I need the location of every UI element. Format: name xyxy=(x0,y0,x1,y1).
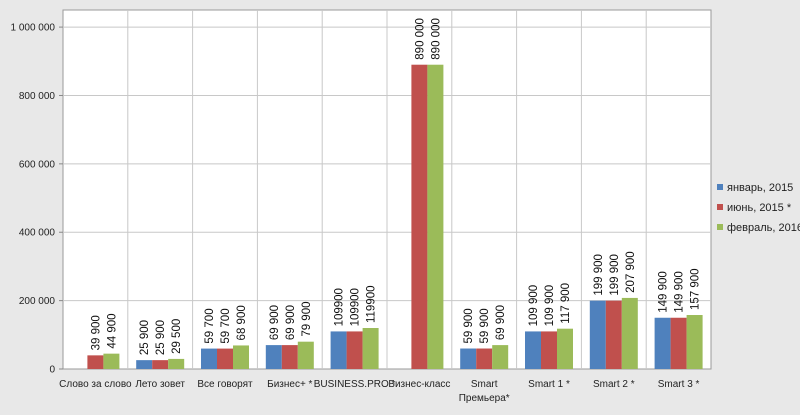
data-label: 157 900 xyxy=(690,268,702,310)
bar xyxy=(152,360,169,369)
bar xyxy=(492,345,509,369)
bar xyxy=(541,331,557,369)
bar xyxy=(136,360,153,369)
data-label: 890 000 xyxy=(414,18,426,60)
data-label: 59 700 xyxy=(204,308,216,343)
data-label: 119900 xyxy=(366,285,378,323)
bar xyxy=(557,328,573,369)
legend-label: январь, 2015 xyxy=(727,182,793,194)
data-label: 199 900 xyxy=(609,254,621,296)
data-label: 44 900 xyxy=(106,313,118,348)
data-label: 109900 xyxy=(334,288,346,326)
legend-swatch xyxy=(717,224,723,230)
legend-swatch xyxy=(717,204,723,210)
category-label: Бизнес-класс xyxy=(388,379,450,390)
data-label: 117 900 xyxy=(560,283,572,324)
y-tick-label: 0 xyxy=(49,365,55,376)
legend-swatch xyxy=(717,184,723,190)
bar xyxy=(168,358,185,369)
category-label: Бизнес+ * xyxy=(267,379,312,390)
data-label: 69 900 xyxy=(495,305,507,340)
bar xyxy=(670,317,687,369)
data-label: 68 900 xyxy=(236,305,248,340)
bar xyxy=(686,315,703,369)
data-label: 149 900 xyxy=(658,271,670,313)
x-axis: Слово за слово Лето зовет Все говорят Бизне… xyxy=(59,379,699,404)
legend: январь, 2015 июнь, 2015 * февраль, 2016 xyxy=(717,182,800,234)
category-label: Все говорят xyxy=(197,379,253,390)
bar xyxy=(297,341,314,369)
gridlines xyxy=(63,10,711,369)
bar xyxy=(411,64,428,369)
category-label: Премьера* xyxy=(459,393,510,404)
data-label: 59 900 xyxy=(479,308,491,343)
bar xyxy=(87,355,104,369)
data-label: 25 900 xyxy=(155,320,167,355)
bars: 25 900 59 700 69 900 109900 59 900 109 900 199… xyxy=(87,18,703,369)
bar xyxy=(427,64,444,369)
category-label: Слово за слово xyxy=(59,379,132,390)
data-label: 79 900 xyxy=(301,301,313,336)
category-label: Smart 2 * xyxy=(593,379,635,390)
data-label: 69 900 xyxy=(285,305,297,340)
data-label: 109900 xyxy=(350,288,362,326)
data-label: 199 900 xyxy=(593,254,605,296)
data-label: 25 900 xyxy=(139,320,151,355)
y-tick-label: 800 000 xyxy=(19,91,56,102)
y-axis: 0 200 000 400 000 600 000 800 000 1 000 000 xyxy=(11,23,63,376)
data-label: 207 900 xyxy=(625,251,637,293)
data-label: 149 900 xyxy=(674,271,686,313)
data-label: 109 900 xyxy=(544,285,556,327)
y-tick-label: 600 000 xyxy=(19,159,56,170)
category-label: Лето зовет xyxy=(135,379,185,390)
category-label: Smart xyxy=(471,379,498,390)
bar xyxy=(201,348,217,369)
bar xyxy=(233,345,249,369)
bar xyxy=(217,348,233,369)
legend-label: июнь, 2015 * xyxy=(727,202,792,214)
bar xyxy=(330,331,347,369)
bar xyxy=(103,353,120,369)
bar xyxy=(362,328,379,369)
bar xyxy=(654,317,671,369)
data-label: 109 900 xyxy=(528,285,540,327)
data-label: 29 500 xyxy=(171,319,183,354)
bar xyxy=(346,331,363,369)
y-tick-label: 200 000 xyxy=(19,296,56,307)
category-label: BUSINESS.PRO * xyxy=(314,379,396,390)
category-label: Smart 3 * xyxy=(658,379,700,390)
category-label: Smart 1 * xyxy=(528,379,570,390)
legend-label: февраль, 2016 xyxy=(727,222,800,234)
bar xyxy=(476,348,493,369)
data-label: 59 700 xyxy=(220,308,232,343)
y-tick-label: 1 000 000 xyxy=(11,23,56,34)
data-label: 69 900 xyxy=(269,305,281,340)
bar xyxy=(589,300,606,369)
bar xyxy=(621,297,638,369)
y-tick-label: 400 000 xyxy=(19,228,56,239)
bar xyxy=(605,300,622,369)
bar xyxy=(460,348,477,369)
data-label: 39 900 xyxy=(90,315,102,350)
bar xyxy=(265,345,282,369)
bar xyxy=(281,345,298,369)
bar xyxy=(525,331,541,369)
data-label: 59 900 xyxy=(463,308,475,343)
data-label: 890 000 xyxy=(430,18,442,60)
